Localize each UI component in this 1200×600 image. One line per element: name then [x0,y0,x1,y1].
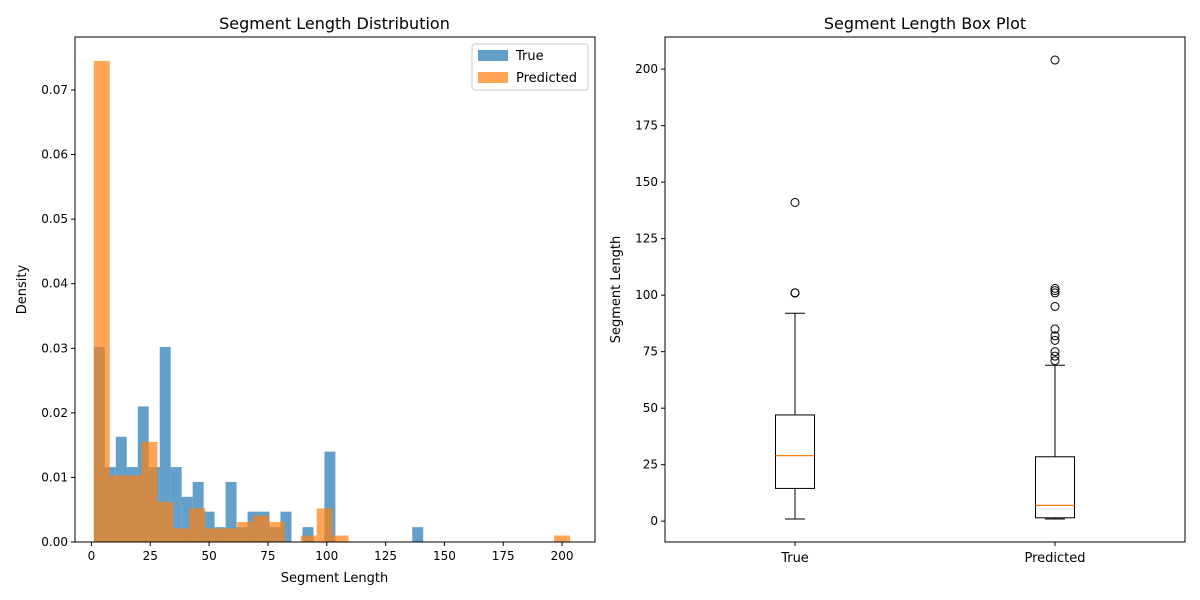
box-outlier-predicted [1050,331,1060,341]
box-iqr-predicted [1035,456,1075,519]
hist-bar-true-21 [324,451,336,542]
histogram-legend: True Predicted [471,43,589,91]
hist-x-tick-label: 25 [143,549,158,563]
hist-bar-predicted-2 [125,475,142,542]
hist-x-tick-label: 175 [492,549,515,563]
histogram-x-axis-label: Segment Length [281,571,388,586]
box-outlier-true [790,288,800,298]
hist-x-tick-label: 150 [433,549,456,563]
boxplot-plot-frame [664,36,1186,543]
hist-y-tick-label: 0.04 [41,277,68,291]
hist-bar-true-7 [170,467,182,542]
box-x-tick-label: True [780,551,809,566]
hist-bar-predicted-1 [109,475,126,542]
hist-y-tick-label: 0.06 [41,148,68,162]
legend-swatch-predicted [478,72,508,83]
hist-bar-predicted-15 [332,535,349,542]
histogram-y-ticks: 0.00 0.01 0.02 0.03 0.04 0.05 0.06 0.07 [41,83,75,549]
boxplot-y-axis-label: Segment Length [609,236,624,343]
box-outlier-predicted [1050,301,1060,311]
box-outlier-true [790,197,800,207]
hist-bar-true-29 [412,527,424,542]
hist-bar-predicted-16 [554,535,570,542]
hist-bar-true-10 [203,511,215,542]
box-y-tick-label: 150 [635,175,658,189]
hist-bar-true-6 [159,346,171,542]
hist-x-tick-label: 75 [260,549,275,563]
histogram-plot-frame [74,36,596,543]
hist-bar-predicted-7 [205,528,222,542]
box-outlier-predicted [1050,351,1060,361]
hist-bar-predicted-11 [268,521,285,542]
hist-y-tick-label: 0.02 [41,406,68,420]
box-outlier-predicted [1050,347,1060,357]
histogram-title: Segment Length Distribution [219,14,450,33]
box-outlier-predicted [1050,356,1060,366]
boxplot-chart: Segment Length Box Plot True Predicted 0 2… [609,14,1186,566]
hist-bar-predicted-6 [189,508,206,542]
box-y-tick-label: 200 [635,62,658,76]
box-y-tick-label: 75 [643,345,658,359]
hist-bar-predicted-3 [141,441,158,542]
hist-bar-predicted-10 [253,515,269,542]
legend-label-true: True [515,49,544,64]
hist-bar-predicted-14 [316,508,333,542]
box-y-tick-label: 25 [643,458,658,472]
boxplot-title: Segment Length Box Plot [824,14,1026,33]
hist-bar-true-12 [225,481,237,542]
hist-y-tick-label: 0.07 [41,83,68,97]
hist-bar-true-17 [280,511,292,542]
box-outlier-predicted [1050,335,1060,345]
hist-x-tick-label: 0 [88,549,96,563]
boxplot-marks [775,55,1075,520]
hist-bar-predicted-5 [173,528,190,542]
hist-bar-predicted-4 [157,501,174,542]
boxplot-y-ticks: 0 25 50 75 100 125 150 175 200 [635,62,665,528]
histogram-chart: Segment Length Distribution 0 25 50 75 100 12… [15,14,596,586]
hist-bar-predicted-9 [237,521,254,542]
hist-y-tick-label: 0.01 [41,470,68,484]
hist-bar-true-19 [302,527,314,542]
hist-y-tick-label: 0.00 [41,535,68,549]
hist-x-tick-label: 50 [201,549,216,563]
hist-x-tick-label: 100 [315,549,338,563]
box-y-tick-label: 125 [635,232,658,246]
hist-y-tick-label: 0.05 [41,212,68,226]
box-y-tick-label: 50 [643,401,658,415]
legend-label-predicted: Predicted [516,71,577,86]
hist-bar-predicted-8 [221,528,238,542]
box-y-tick-label: 100 [635,288,658,302]
histogram-y-axis-label: Density [15,264,30,314]
box-outlier-predicted [1050,55,1060,65]
hist-x-tick-label: 125 [374,549,397,563]
box-outlier-predicted [1050,283,1060,293]
box-iqr-true [775,414,815,489]
box-outlier-predicted [1050,286,1060,296]
hist-bar-true-8 [181,496,193,542]
legend-swatch-true [478,50,508,61]
boxplot-x-ticks: True Predicted [780,542,1086,566]
box-y-tick-label: 0 [650,514,658,528]
box-outlier-predicted [1050,324,1060,334]
hist-x-tick-label: 200 [551,549,574,563]
histogram-bars [93,60,570,542]
hist-y-tick-label: 0.03 [41,341,68,355]
hist-bar-predicted-0 [93,60,110,542]
hist-bar-predicted-13 [300,535,317,542]
histogram-x-ticks: 0 25 50 75 100 125 150 175 200 [88,542,574,563]
box-y-tick-label: 175 [635,119,658,133]
box-x-tick-label: Predicted [1024,551,1085,566]
box-outlier-predicted [1050,288,1060,298]
